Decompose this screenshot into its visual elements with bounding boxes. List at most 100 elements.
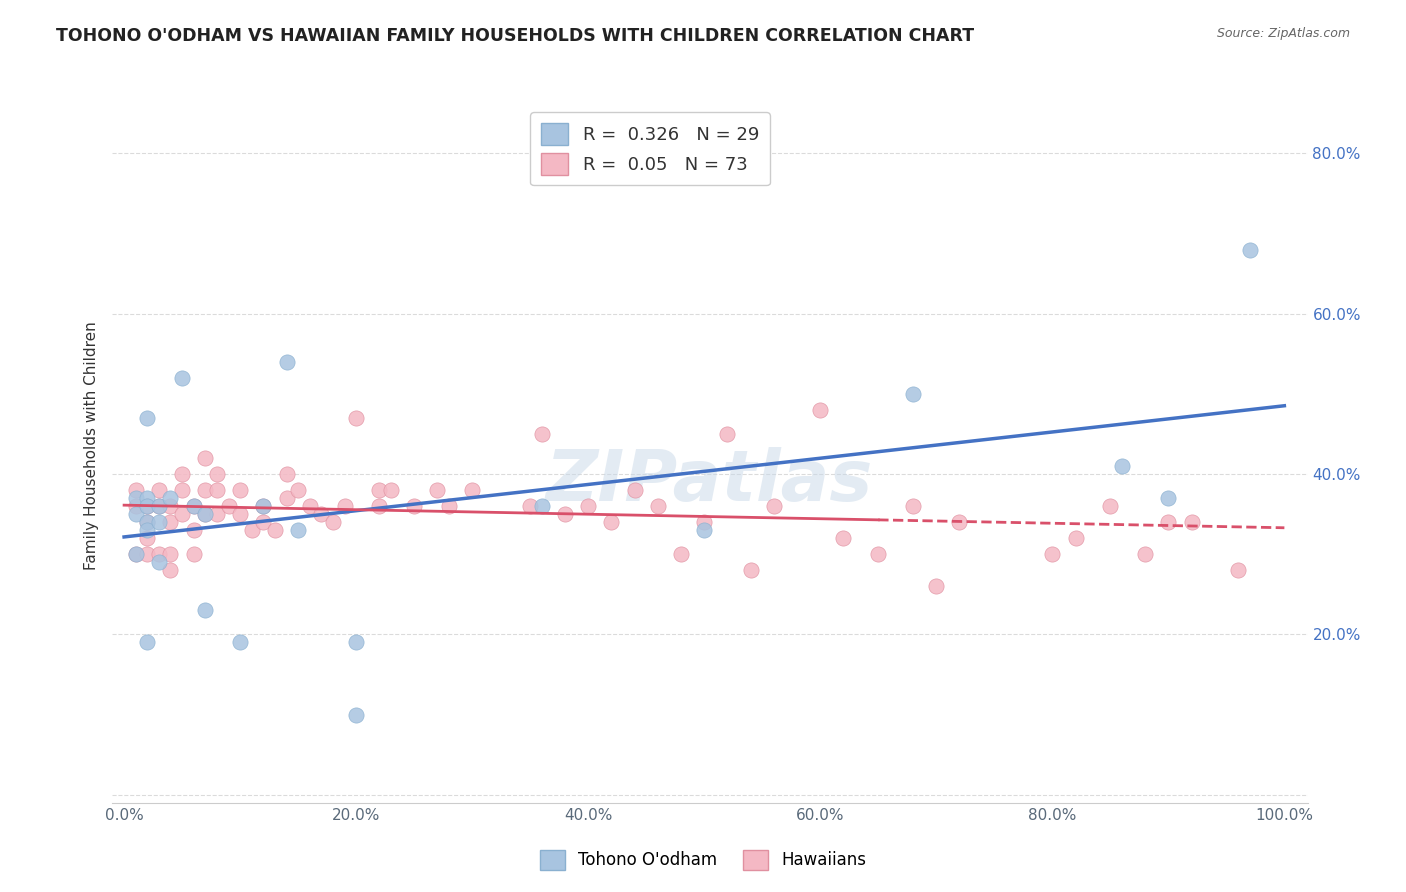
Point [205, 483, 228, 497]
Point [1239, 243, 1261, 257]
Point [1040, 547, 1063, 561]
Point [693, 523, 716, 537]
Point [172, 507, 194, 521]
Point [740, 563, 762, 577]
Point [172, 467, 194, 481]
Point [530, 427, 553, 442]
Point [229, 635, 252, 649]
Point [925, 579, 948, 593]
Legend: R =  0.326   N = 29, R =  0.05   N = 73: R = 0.326 N = 29, R = 0.05 N = 73 [530, 112, 770, 186]
Point [669, 547, 692, 561]
Point [205, 507, 228, 521]
Point [229, 483, 252, 497]
Point [252, 499, 274, 513]
Point [1180, 515, 1202, 529]
Point [426, 483, 449, 497]
Point [136, 411, 159, 425]
Point [276, 491, 298, 505]
Text: ZIPatlas: ZIPatlas [547, 447, 873, 516]
Point [693, 515, 716, 529]
Point [948, 515, 970, 529]
Point [136, 499, 159, 513]
Point [554, 507, 576, 521]
Point [172, 371, 194, 385]
Point [125, 483, 148, 497]
Point [276, 355, 298, 369]
Point [344, 635, 367, 649]
Point [240, 523, 263, 537]
Point [218, 499, 240, 513]
Point [311, 507, 333, 521]
Point [868, 547, 890, 561]
Point [159, 563, 181, 577]
Point [159, 499, 181, 513]
Point [172, 483, 194, 497]
Point [519, 499, 541, 513]
Point [159, 547, 181, 561]
Point [252, 515, 274, 529]
Point [194, 603, 217, 617]
Point [368, 499, 391, 513]
Point [530, 499, 553, 513]
Point [762, 499, 785, 513]
Point [437, 499, 460, 513]
Point [148, 515, 170, 529]
Point [183, 499, 205, 513]
Point [461, 483, 484, 497]
Point [1111, 458, 1133, 473]
Point [125, 499, 148, 513]
Point [716, 427, 738, 442]
Point [229, 507, 252, 521]
Point [136, 635, 159, 649]
Point [344, 707, 367, 722]
Point [1064, 531, 1087, 545]
Point [136, 491, 159, 505]
Point [125, 547, 148, 561]
Point [901, 387, 924, 401]
Point [136, 531, 159, 545]
Point [148, 483, 170, 497]
Point [1133, 547, 1156, 561]
Text: Source: ZipAtlas.com: Source: ZipAtlas.com [1216, 27, 1350, 40]
Point [148, 555, 170, 569]
Point [623, 483, 645, 497]
Point [322, 515, 344, 529]
Point [125, 547, 148, 561]
Point [159, 515, 181, 529]
Point [1157, 515, 1180, 529]
Point [148, 499, 170, 513]
Point [252, 499, 274, 513]
Point [148, 499, 170, 513]
Point [808, 403, 831, 417]
Point [404, 499, 426, 513]
Point [136, 499, 159, 513]
Point [183, 547, 205, 561]
Point [600, 515, 623, 529]
Point [264, 523, 287, 537]
Point [125, 507, 148, 521]
Point [183, 523, 205, 537]
Point [205, 467, 228, 481]
Point [194, 483, 217, 497]
Point [1099, 499, 1122, 513]
Point [287, 523, 309, 537]
Point [380, 483, 402, 497]
Text: TOHONO O'ODHAM VS HAWAIIAN FAMILY HOUSEHOLDS WITH CHILDREN CORRELATION CHART: TOHONO O'ODHAM VS HAWAIIAN FAMILY HOUSEH… [56, 27, 974, 45]
Point [125, 491, 148, 505]
Point [901, 499, 924, 513]
Point [298, 499, 321, 513]
Point [344, 411, 367, 425]
Point [1157, 491, 1180, 505]
Point [832, 531, 855, 545]
Y-axis label: Family Households with Children: Family Households with Children [83, 322, 98, 570]
Point [287, 483, 309, 497]
Point [276, 467, 298, 481]
Point [136, 547, 159, 561]
Point [368, 483, 391, 497]
Legend: Tohono O'odham, Hawaiians: Tohono O'odham, Hawaiians [533, 843, 873, 877]
Point [576, 499, 599, 513]
Point [194, 507, 217, 521]
Point [159, 491, 181, 505]
Point [647, 499, 669, 513]
Point [136, 515, 159, 529]
